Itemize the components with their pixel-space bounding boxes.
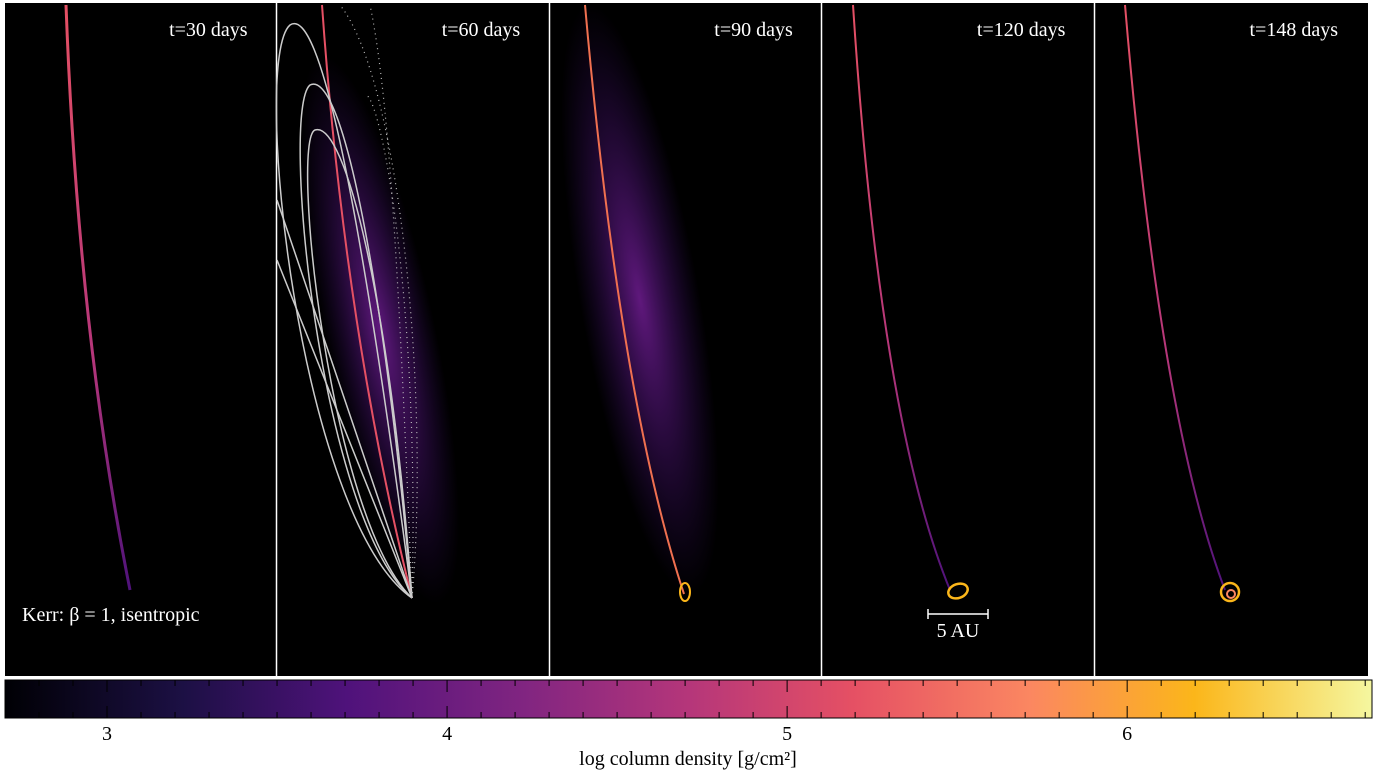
- scale-bar-label: 5 AU: [937, 620, 980, 642]
- disc: [679, 582, 691, 602]
- panel-label: t=30 days: [169, 19, 248, 41]
- tick-label: 5: [782, 723, 792, 745]
- tick-label: 4: [442, 723, 452, 745]
- disc: [1219, 581, 1241, 603]
- orbits: [275, 22, 413, 599]
- colorbar: [4, 679, 1373, 719]
- stream: [852, 4, 951, 591]
- colorbar-ticks: 3 4 5 6: [38, 680, 1366, 745]
- panel-label: t=148 days: [1250, 19, 1339, 41]
- stream: [1124, 4, 1226, 591]
- panel-labels: t=30 days t=60 days t=90 days t=120 days t=1…: [169, 19, 1338, 41]
- panel-label: t=90 days: [714, 19, 793, 41]
- colorbar-label: log column density [g/cm²]: [579, 748, 797, 770]
- annotation: Kerr: β = 1, isentropic: [22, 604, 200, 626]
- tick-label: 3: [102, 723, 112, 745]
- disc: [1226, 589, 1236, 599]
- orbits-dotted: [339, 4, 418, 599]
- panel-label: t=120 days: [977, 19, 1066, 41]
- tick-label: 6: [1122, 723, 1132, 745]
- stream: [584, 4, 685, 595]
- disc: [947, 582, 969, 600]
- panel-label: t=60 days: [442, 19, 521, 41]
- stream: [64, 4, 132, 591]
